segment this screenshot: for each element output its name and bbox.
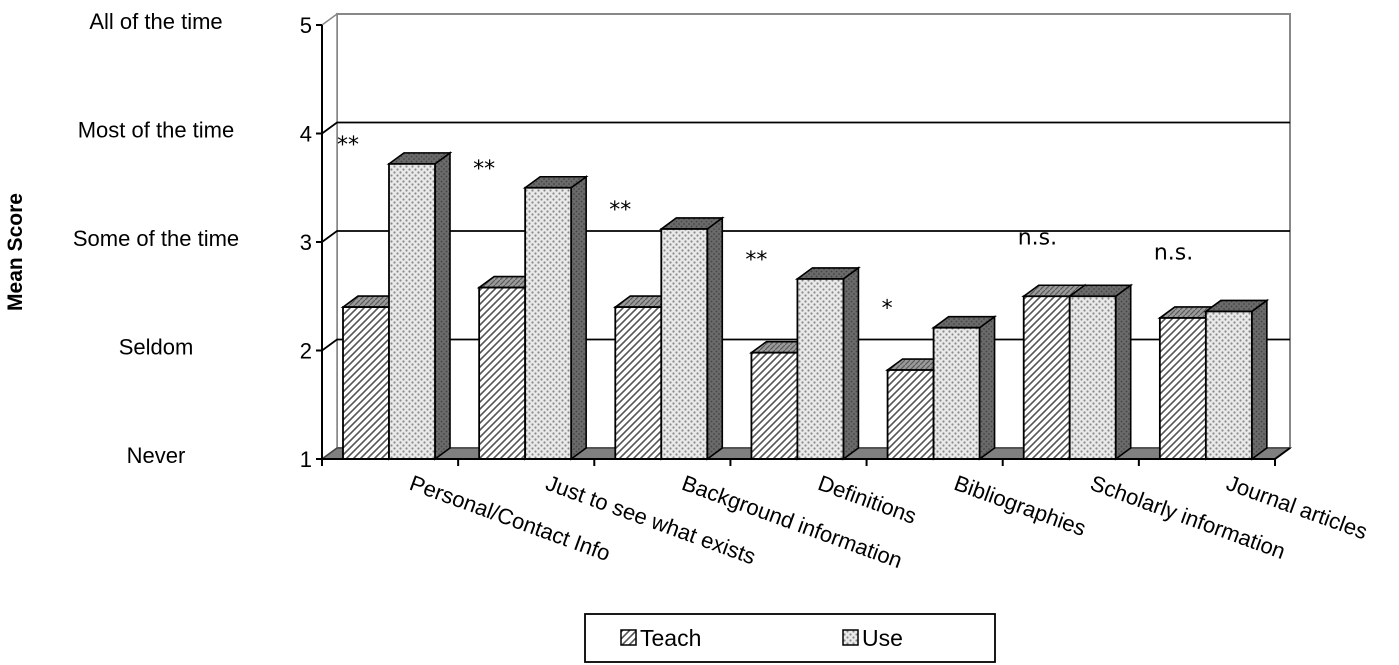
- y-tick-text-3: Some of the time: [73, 226, 239, 251]
- x-axis-end: [1274, 447, 1291, 460]
- legend-label-use: Use: [862, 625, 903, 651]
- legend-box: [584, 613, 996, 663]
- y-tick-label-4: 4: [300, 122, 312, 147]
- category-label-2: Background information: [679, 470, 906, 573]
- bar-use-0: [386, 151, 453, 461]
- plot-area: *********n.s.n.s.: [319, 12, 1293, 461]
- y-tick-label-5: 5: [300, 13, 312, 38]
- y-tick-text-2: Seldom: [119, 335, 194, 360]
- significance-label-1: **: [473, 157, 495, 182]
- y-tick-label-2: 2: [300, 339, 312, 364]
- y-tick-text-1: Never: [127, 443, 186, 468]
- category-label-4: Bibliographies: [951, 470, 1089, 541]
- legend-swatch-teach: [620, 629, 637, 646]
- gridline: [321, 230, 1290, 243]
- legend: Teach Use: [584, 613, 996, 663]
- legend-swatch-use: [842, 629, 859, 646]
- gridline: [321, 121, 1290, 135]
- significance-label-5: n.s.: [1018, 225, 1057, 250]
- significance-label-6: n.s.: [1154, 240, 1193, 265]
- bar-use-2: [658, 216, 725, 461]
- bar-use-3: [794, 266, 861, 461]
- significance-label-0: **: [337, 133, 359, 158]
- y-tick-text-4: Most of the time: [78, 118, 235, 143]
- bar-use-5: [1067, 283, 1134, 461]
- category-label-3: Definitions: [815, 470, 920, 529]
- significance-label-2: **: [609, 198, 631, 223]
- significance-label-4: *: [882, 297, 893, 322]
- bar-use-6: [1203, 298, 1270, 461]
- y-tick-label-3: 3: [300, 230, 312, 255]
- significance-label-3: **: [745, 248, 767, 273]
- bar-use-1: [522, 175, 589, 461]
- y-axis-label: Mean Score: [4, 193, 27, 311]
- y-tick-label-1: 1: [300, 447, 312, 472]
- legend-label-teach: Teach: [640, 625, 701, 651]
- y-tick-text-5: All of the time: [89, 9, 222, 34]
- y-axis: 1 Never 2 Seldom 3 Some of the time 4 Most of t…: [4, 9, 323, 472]
- bar-use-4: [931, 315, 998, 461]
